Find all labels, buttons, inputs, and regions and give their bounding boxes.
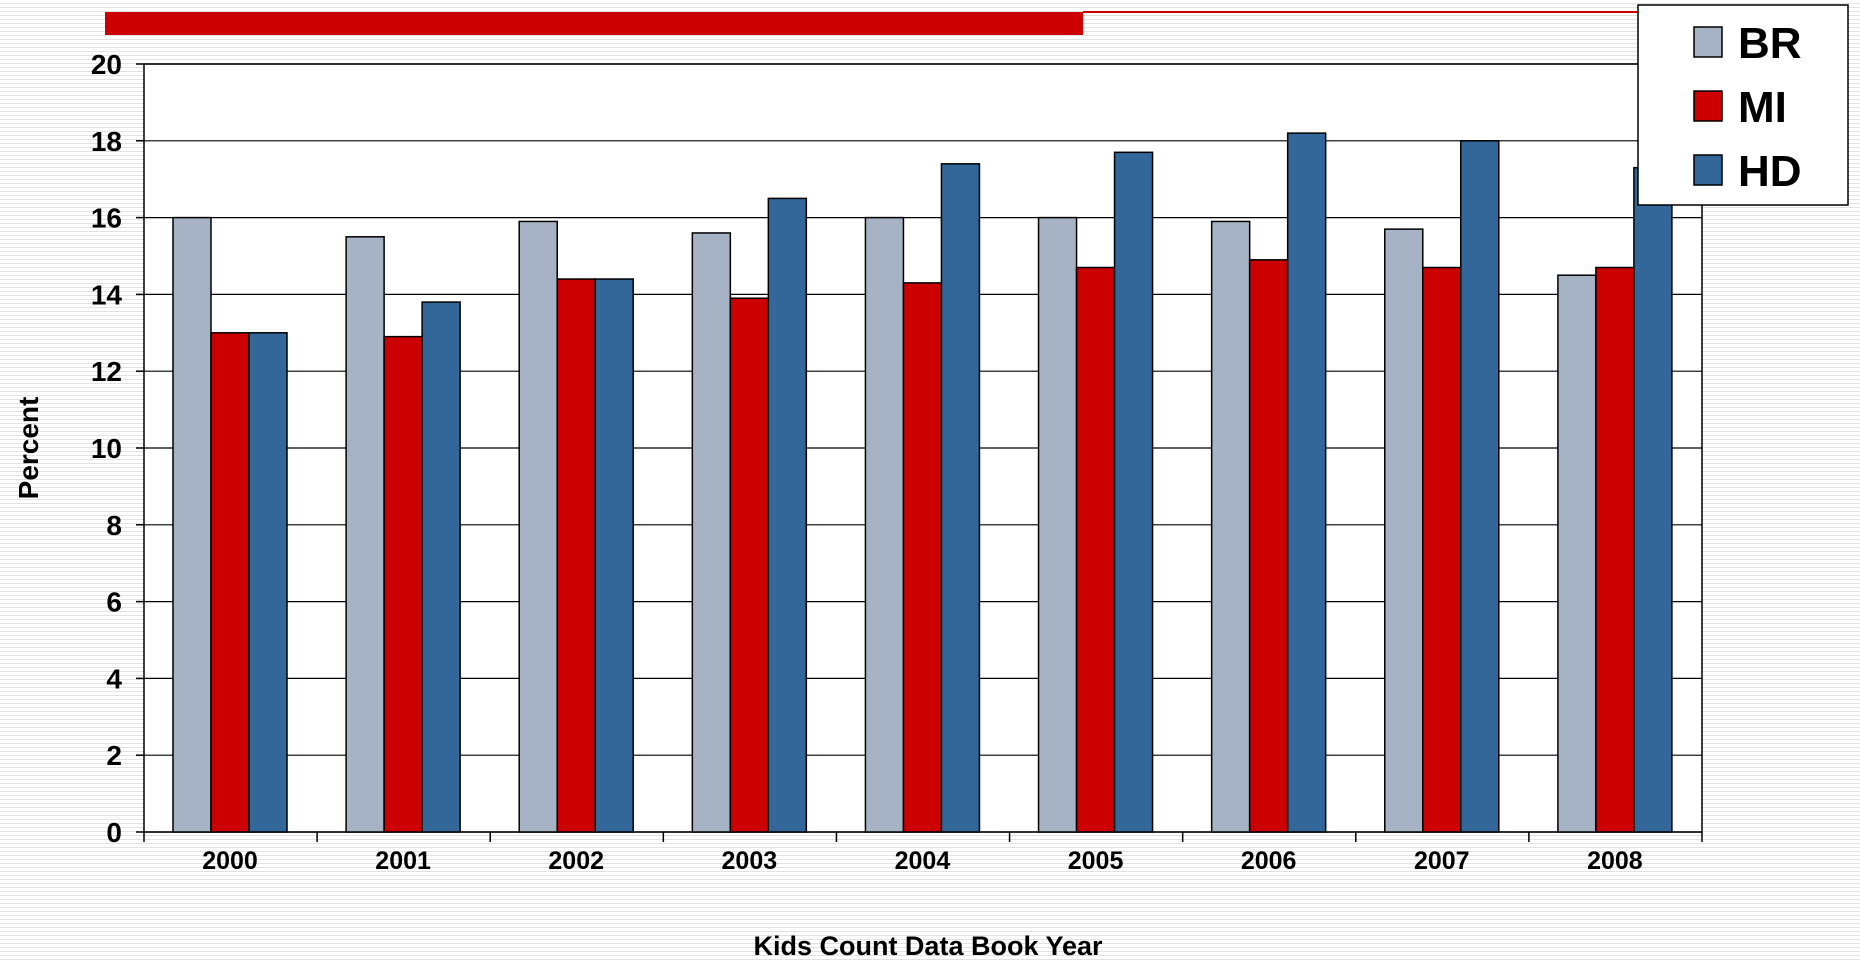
bar-mi-2008 (1595, 266, 1635, 833)
y-tick-label: 14 (91, 279, 123, 310)
bar-hd-2002 (594, 278, 634, 833)
bar-br-2004 (864, 216, 905, 833)
y-tick-label: 4 (106, 663, 122, 694)
bar-mi-2000 (210, 332, 250, 833)
y-tick-label: 12 (91, 356, 122, 387)
bar-br-2006 (1210, 220, 1251, 833)
header-accent (105, 11, 1745, 35)
bar-hd-2004 (940, 163, 981, 833)
x-tick-label: 2001 (375, 847, 431, 875)
bar-br-2008 (1557, 274, 1597, 833)
x-tick-label: 2008 (1587, 847, 1643, 875)
x-tick-label: 2003 (722, 847, 778, 875)
bar-br-2001 (345, 236, 385, 833)
bar-hd-2000 (248, 332, 288, 833)
bar-hd-2001 (421, 301, 461, 833)
bar-br-2007 (1384, 228, 1424, 833)
bar-mi-2002 (556, 278, 596, 833)
bar-hd-2008 (1633, 166, 1673, 833)
bar-br-2003 (691, 232, 732, 833)
bar-hd-2007 (1460, 140, 1500, 833)
bar-hd-2005 (1113, 151, 1154, 833)
legend-box (1637, 4, 1849, 206)
y-tick-label: 10 (91, 433, 122, 464)
bar-hd-2003 (767, 197, 808, 833)
legend-swatch-br (1693, 26, 1723, 58)
y-tick-label: 0 (106, 817, 122, 848)
bar-mi-2007 (1422, 266, 1462, 833)
y-axis-title: Percent (13, 397, 44, 500)
legend-swatch-mi (1693, 90, 1723, 122)
bar-br-2000 (172, 216, 212, 833)
bar-mi-2005 (1075, 266, 1116, 833)
bar-mi-2004 (902, 282, 943, 833)
y-tick-label: 6 (106, 587, 122, 618)
bar-mi-2003 (729, 297, 770, 833)
bar-mi-2006 (1248, 259, 1289, 833)
y-tick-label: 8 (106, 510, 122, 541)
x-tick-label: 2005 (1068, 847, 1124, 875)
accent-bar-thin (1083, 11, 1745, 13)
legend-label-br: BR (1738, 19, 1802, 68)
x-tick-label: 2002 (548, 847, 604, 875)
legend-label-mi: MI (1738, 83, 1787, 132)
legend: BR MI HD (1637, 4, 1849, 206)
y-tick-label: 16 (91, 203, 122, 234)
x-tick-label: 2004 (895, 847, 951, 875)
x-tick-label: 2000 (202, 847, 258, 875)
bar-hd-2006 (1286, 132, 1327, 833)
y-tick-label: 20 (91, 49, 122, 80)
accent-bar-thick (105, 12, 1083, 35)
legend-label-hd: HD (1738, 147, 1802, 196)
y-tick-label: 18 (91, 126, 122, 157)
bar-br-2005 (1037, 216, 1078, 833)
legend-swatch-hd (1693, 154, 1723, 186)
bar-br-2002 (518, 220, 558, 833)
y-tick-label: 2 (106, 740, 122, 771)
bar-mi-2001 (383, 335, 423, 833)
x-tick-label: 2006 (1241, 847, 1297, 875)
plot-area: 0 2 4 6 8 10 12 14 16 18 20 2000 2001 2002 2003 2004 200… (13, 49, 1703, 961)
x-axis-title: Kids Count Data Book Year (753, 931, 1103, 961)
x-tick-label: 2007 (1414, 847, 1470, 875)
